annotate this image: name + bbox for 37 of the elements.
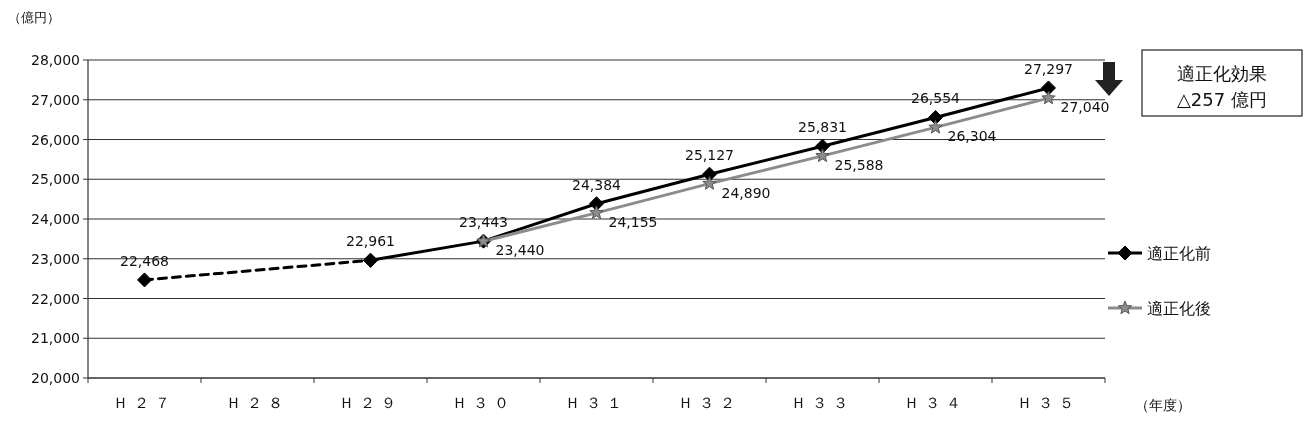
y-tick-label: 28,000 <box>31 52 80 68</box>
y-tick-label: 22,000 <box>31 290 80 307</box>
y-tick-label: 24,000 <box>31 211 80 227</box>
data-label: 24,155 <box>608 213 658 230</box>
data-label: 25,588 <box>834 156 884 173</box>
data-label: 25,127 <box>685 147 734 164</box>
x-tick-label: Ｈ２７ <box>113 394 176 412</box>
data-label: 22,961 <box>346 233 395 250</box>
y-axis-title: （億円） <box>8 10 60 25</box>
legend-label: 適正化前 <box>1147 244 1211 263</box>
y-tick-label: 26,000 <box>31 131 80 148</box>
text: 適正化効果 <box>1177 63 1267 84</box>
x-tick-label: Ｈ３１ <box>565 394 628 412</box>
legend-entry: 適正化前 <box>1108 244 1211 263</box>
legend-label: 適正化後 <box>1147 299 1211 318</box>
y-tick-label: 20,000 <box>31 370 80 386</box>
x-tick-label: Ｈ３２ <box>678 394 741 412</box>
x-tick-label: Ｈ３３ <box>791 394 854 412</box>
x-tick-label: Ｈ２８ <box>226 394 289 412</box>
data-label: 23,443 <box>459 214 508 231</box>
y-tick-label: 27,000 <box>31 91 80 108</box>
x-axis-title: （年度） <box>1135 397 1191 413</box>
y-tick-label: 25,000 <box>31 171 80 188</box>
x-tick-label: Ｈ３４ <box>904 394 967 412</box>
x-tick-label: Ｈ３０ <box>452 394 515 412</box>
data-label: 25,831 <box>798 119 847 136</box>
data-label: 24,890 <box>721 184 771 201</box>
legend-entry: 適正化後 <box>1108 299 1211 318</box>
data-label: 23,440 <box>495 242 545 259</box>
x-tick-label: Ｈ２９ <box>339 394 402 412</box>
text: △257 億円 <box>1177 89 1267 110</box>
data-label: 24,384 <box>572 176 622 193</box>
x-tick-label: Ｈ３５ <box>1017 394 1080 412</box>
data-label: 27,297 <box>1024 60 1073 77</box>
y-tick-label: 23,000 <box>31 250 80 267</box>
y-tick-label: 21,000 <box>31 330 80 347</box>
data-label: 27,040 <box>1060 99 1110 116</box>
